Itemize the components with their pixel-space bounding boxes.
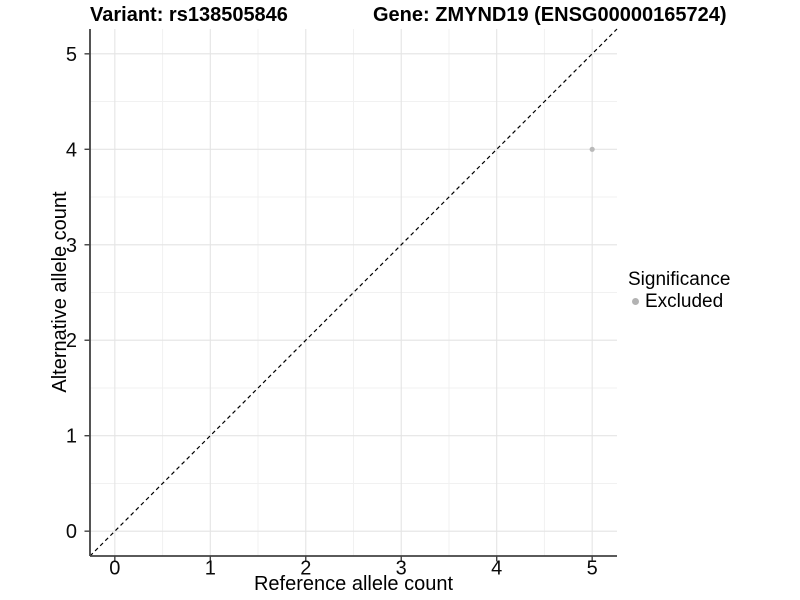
y-tick-label: 2 <box>66 330 77 352</box>
y-axis-title: Alternative allele count <box>49 191 71 393</box>
legend-title: Significance <box>628 269 731 290</box>
x-tick-label: 5 <box>587 558 598 580</box>
x-tick-label: 2 <box>300 558 311 580</box>
y-tick-label: 0 <box>66 521 77 543</box>
x-axis-title: Reference allele count <box>253 573 453 595</box>
y-tick-label: 3 <box>66 235 77 257</box>
x-tick-label: 1 <box>205 558 216 580</box>
x-tick-label: 4 <box>491 558 502 580</box>
plot-title-variant: Variant: rs138505846 <box>90 4 288 26</box>
x-tick-label: 0 <box>109 558 120 580</box>
legend-item-label: Excluded <box>645 291 724 312</box>
legend-point-icon <box>632 298 639 305</box>
data-point <box>589 146 595 152</box>
y-tick-label: 4 <box>66 139 77 161</box>
y-tick-label: 5 <box>66 44 77 66</box>
plot-title-gene: Gene: ZMYND19 (ENSG00000165724) <box>373 4 727 26</box>
identity-reference-line <box>89 28 618 557</box>
y-tick-label: 1 <box>66 426 77 448</box>
x-tick-label: 3 <box>396 558 407 580</box>
legend: Significance Excluded <box>628 268 730 312</box>
legend-item-excluded: Excluded <box>628 291 730 312</box>
